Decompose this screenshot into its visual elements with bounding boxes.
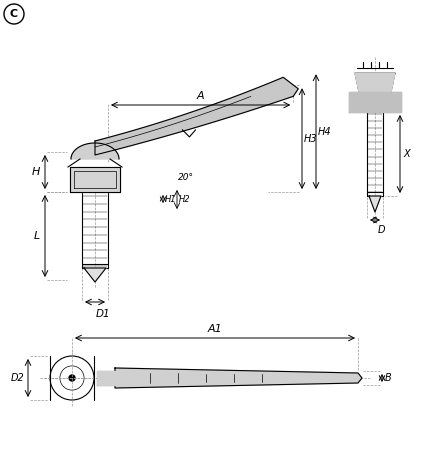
Text: A1: A1	[208, 324, 222, 334]
Text: A: A	[197, 91, 204, 101]
Text: D: D	[377, 225, 385, 235]
Text: 20°: 20°	[178, 174, 194, 183]
Polygon shape	[84, 268, 106, 282]
Text: B: B	[385, 373, 392, 383]
Polygon shape	[70, 167, 120, 192]
Polygon shape	[95, 77, 298, 155]
Text: H2: H2	[179, 195, 191, 204]
Polygon shape	[349, 92, 401, 112]
Text: H4: H4	[318, 126, 332, 137]
Text: L: L	[34, 231, 40, 241]
Text: D2: D2	[10, 373, 24, 383]
Polygon shape	[71, 143, 119, 159]
Polygon shape	[355, 73, 395, 92]
Polygon shape	[115, 368, 362, 388]
Text: C: C	[10, 9, 18, 19]
Text: H3: H3	[304, 134, 317, 144]
Polygon shape	[97, 371, 115, 385]
Text: X: X	[403, 149, 410, 159]
Text: D1: D1	[95, 309, 110, 319]
Circle shape	[69, 375, 75, 381]
Text: H1: H1	[165, 194, 177, 203]
Polygon shape	[369, 196, 381, 212]
Text: H: H	[32, 167, 40, 177]
